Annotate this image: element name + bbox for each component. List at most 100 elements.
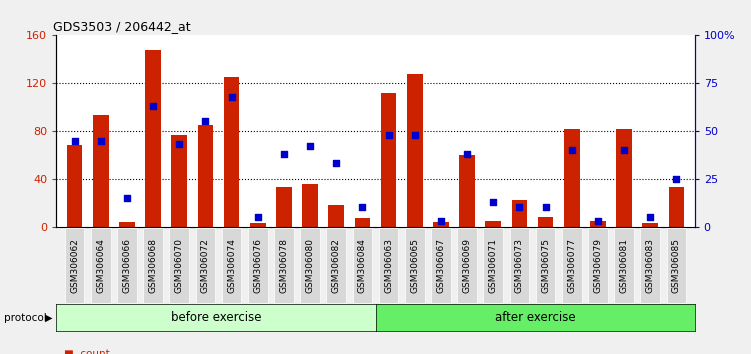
FancyBboxPatch shape [300,228,320,303]
FancyBboxPatch shape [431,228,451,303]
FancyBboxPatch shape [353,228,372,303]
Point [200,119,212,124]
Text: before exercise: before exercise [170,311,261,324]
Text: GSM306083: GSM306083 [646,238,655,293]
Text: GSM306065: GSM306065 [410,238,419,293]
FancyBboxPatch shape [484,228,503,303]
Point [514,205,526,210]
Text: GSM306077: GSM306077 [567,238,576,293]
Text: GSM306073: GSM306073 [515,238,524,293]
FancyBboxPatch shape [91,228,110,303]
Bar [276,187,292,227]
Point [618,147,630,153]
Text: GSM306064: GSM306064 [96,238,105,293]
FancyBboxPatch shape [457,228,477,303]
Text: GSM306080: GSM306080 [306,238,315,293]
Bar [67,145,83,227]
Point [225,94,237,99]
Point [68,138,80,143]
Text: GDS3503 / 206442_at: GDS3503 / 206442_at [53,20,191,33]
FancyBboxPatch shape [274,228,294,303]
Text: GSM306079: GSM306079 [593,238,602,293]
Bar [171,135,187,227]
Point [173,142,185,147]
Text: ▶: ▶ [45,313,53,323]
Bar [250,223,266,227]
FancyBboxPatch shape [405,228,424,303]
Bar [302,183,318,227]
Bar [328,205,344,227]
Text: GSM306072: GSM306072 [201,238,210,293]
FancyBboxPatch shape [641,228,660,303]
Bar [459,155,475,227]
Point [147,103,159,109]
FancyBboxPatch shape [667,228,686,303]
Point [487,199,499,205]
Bar [381,93,397,227]
Text: ■  count: ■ count [64,349,110,354]
Point [252,214,264,220]
Bar [668,187,684,227]
Point [461,151,473,157]
Text: GSM306063: GSM306063 [384,238,393,293]
Bar [407,74,423,227]
Bar [485,221,501,227]
Text: GSM306067: GSM306067 [436,238,445,293]
FancyBboxPatch shape [117,228,137,303]
Bar [511,200,527,227]
Point [435,218,447,224]
FancyBboxPatch shape [562,228,581,303]
Bar [354,218,370,227]
Bar [590,221,606,227]
Bar [564,129,580,227]
FancyBboxPatch shape [222,228,241,303]
Bar [119,222,135,227]
Text: GSM306066: GSM306066 [122,238,131,293]
Point [539,205,551,210]
Text: GSM306076: GSM306076 [253,238,262,293]
Bar [616,129,632,227]
Bar [642,223,658,227]
Text: GSM306082: GSM306082 [332,238,341,293]
FancyBboxPatch shape [510,228,529,303]
Text: GSM306084: GSM306084 [358,238,367,293]
FancyBboxPatch shape [588,228,608,303]
FancyBboxPatch shape [196,228,216,303]
FancyBboxPatch shape [379,228,398,303]
Point [278,151,290,157]
Point [644,214,656,220]
Point [357,205,369,210]
Bar [145,50,161,227]
Text: GSM306070: GSM306070 [175,238,184,293]
Bar [93,115,109,227]
Point [566,147,578,153]
Point [330,161,342,166]
Text: GSM306078: GSM306078 [279,238,288,293]
Point [382,132,394,138]
Point [121,195,133,201]
Text: GSM306075: GSM306075 [541,238,550,293]
Point [409,132,421,138]
FancyBboxPatch shape [614,228,634,303]
FancyBboxPatch shape [170,228,189,303]
Point [671,176,683,182]
Point [592,218,604,224]
Text: GSM306085: GSM306085 [672,238,681,293]
Point [304,143,316,149]
Text: GSM306069: GSM306069 [463,238,472,293]
Text: after exercise: after exercise [495,311,575,324]
FancyBboxPatch shape [65,228,84,303]
FancyBboxPatch shape [535,228,555,303]
Bar [224,77,240,227]
Text: GSM306062: GSM306062 [70,238,79,293]
Text: GSM306068: GSM306068 [149,238,158,293]
Text: GSM306071: GSM306071 [489,238,498,293]
Bar [198,125,213,227]
Text: GSM306081: GSM306081 [620,238,629,293]
FancyBboxPatch shape [248,228,267,303]
Bar [433,222,449,227]
Text: protocol: protocol [4,313,47,323]
Bar [538,217,553,227]
FancyBboxPatch shape [327,228,346,303]
FancyBboxPatch shape [143,228,163,303]
